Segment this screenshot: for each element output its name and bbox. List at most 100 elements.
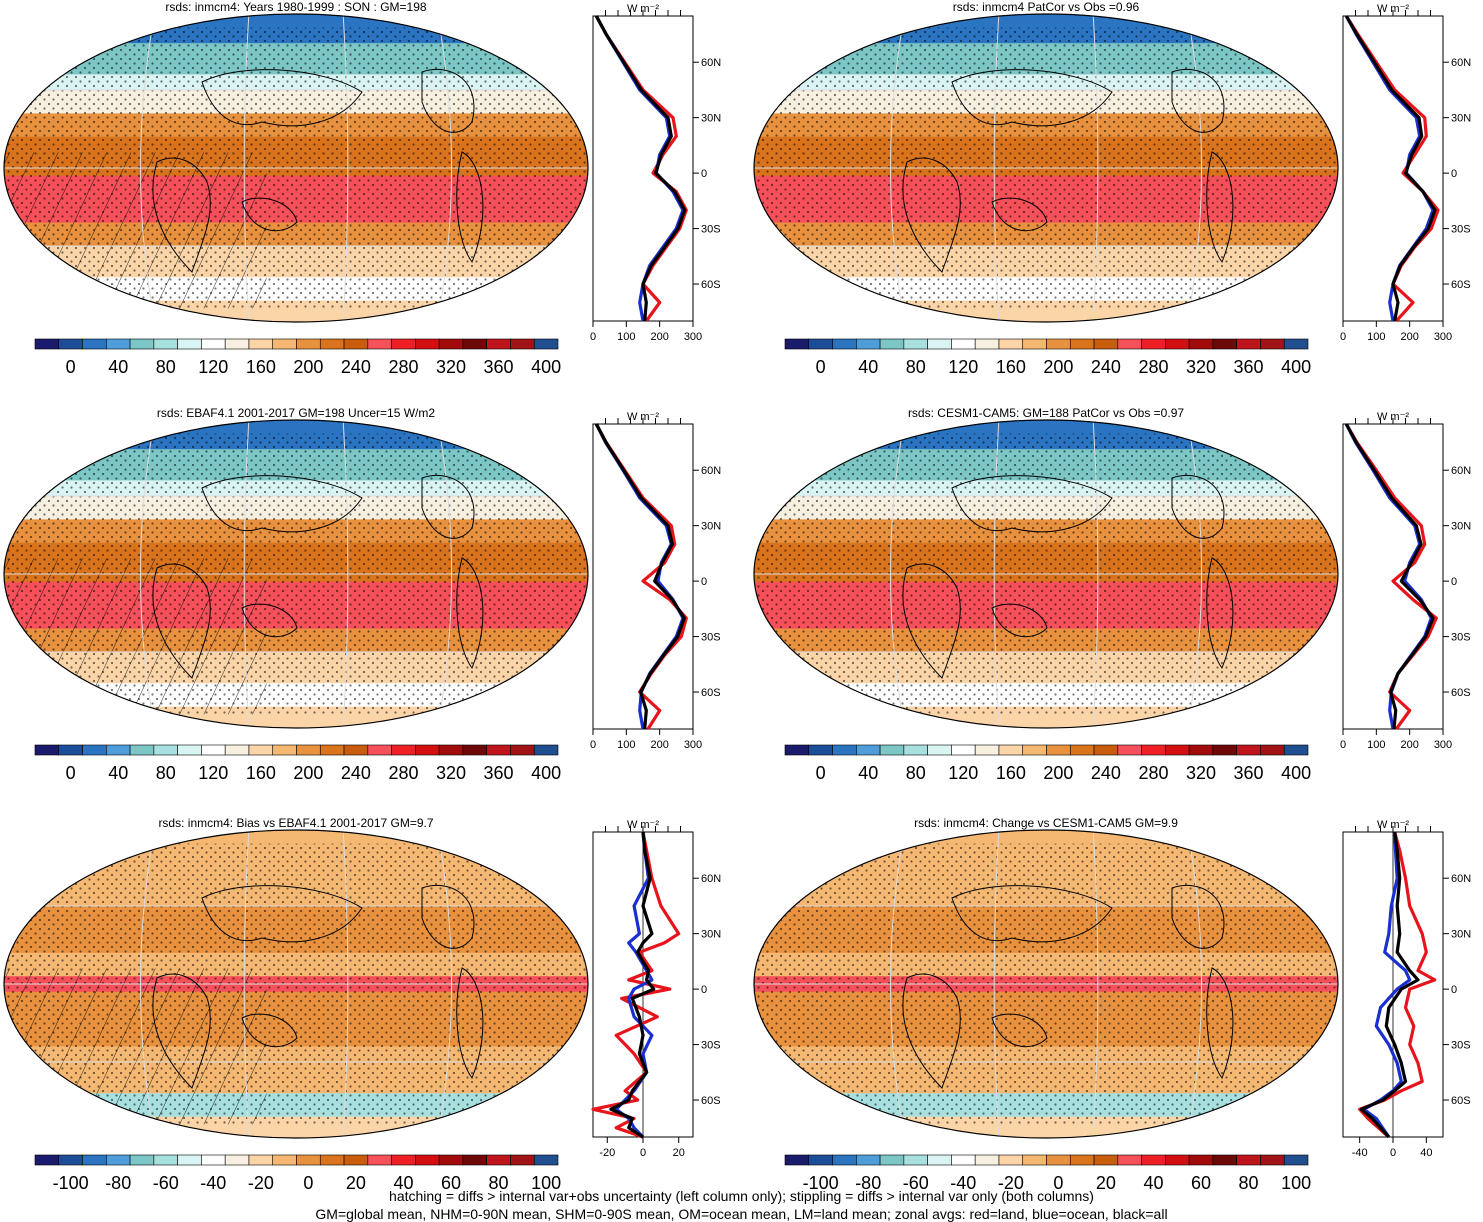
- colorbar-swatch: [1093, 338, 1119, 350]
- profile-line-all: [1359, 831, 1420, 1139]
- colorbar-tick-label: 240: [341, 763, 371, 783]
- colorbar-swatch: [1236, 744, 1261, 756]
- colorbar-swatch: [486, 1154, 511, 1166]
- colorbar-swatch: [296, 744, 321, 756]
- profile-x-label: 300: [684, 331, 702, 343]
- colorbar-swatch: [106, 1154, 131, 1166]
- map-band: [4, 714, 588, 724]
- profile-lat-label: 60N: [701, 873, 721, 885]
- colorbar-swatch: [784, 338, 810, 350]
- map-title: rsds: EBAF4.1 2001-2017 GM=198 Uncer=15 …: [156, 406, 436, 420]
- colorbar-swatch: [272, 1154, 297, 1166]
- colorbar-swatch: [510, 744, 535, 756]
- colorbar-swatch: [974, 744, 1000, 756]
- colorbar-tick-label: 200: [293, 763, 323, 783]
- colorbar-swatch: [1022, 338, 1047, 350]
- colorbar-swatch: [438, 338, 464, 350]
- colorbar-tick-label: 400: [1281, 357, 1311, 377]
- colorbar-swatch: [438, 744, 464, 756]
- colorbar-swatch: [391, 338, 416, 350]
- footer-note-1: hatching = diffs > internal var+obs unce…: [389, 1188, 1094, 1204]
- colorbar-swatch: [1046, 744, 1071, 756]
- map-band: [754, 316, 1338, 322]
- colorbar-tick-label: 40: [858, 357, 878, 377]
- colorbar-swatch: [856, 338, 881, 350]
- colorbar-swatch: [1188, 744, 1214, 756]
- map-band: [4, 835, 588, 845]
- map-band: [754, 308, 1338, 318]
- colorbar-tick-label: -100: [803, 1173, 839, 1193]
- colorbar-swatch: [343, 744, 369, 756]
- colorbar-swatch: [58, 744, 83, 756]
- colorbar-tick-label: 0: [816, 763, 826, 783]
- colorbar-tick-label: 0: [66, 763, 76, 783]
- colorbar-swatch: [1046, 338, 1071, 350]
- map-band: [4, 19, 588, 29]
- profile-lat-label: 60N: [1451, 873, 1471, 885]
- colorbar-swatch: [58, 338, 83, 350]
- colorbar-swatch: [153, 1154, 178, 1166]
- colorbar-swatch: [106, 338, 131, 350]
- profile-lat-label: 60N: [701, 465, 721, 477]
- colorbar-swatch: [153, 744, 178, 756]
- colorbar-swatch: [201, 744, 226, 756]
- colorbar: -100 -80 -60 -40 -20 0 20 40 60 80 100: [784, 1154, 1311, 1193]
- colorbar-tick-label: 40: [393, 1173, 413, 1193]
- colorbar-swatch: [34, 744, 60, 756]
- colorbar-tick-label: -20: [998, 1173, 1024, 1193]
- colorbar-tick-label: 400: [531, 763, 561, 783]
- colorbar-swatch: [391, 1154, 416, 1166]
- profile-lat-label: 0: [701, 168, 707, 180]
- colorbar-swatch: [486, 338, 511, 350]
- colorbar-swatch: [367, 1154, 392, 1166]
- profile-line-all: [594, 423, 686, 730]
- colorbar-swatch: [1046, 1154, 1071, 1166]
- colorbar-tick-label: 160: [246, 357, 276, 377]
- colorbar-tick-label: 20: [346, 1173, 366, 1193]
- colorbar-swatch: [415, 338, 440, 350]
- colorbar-swatch: [1141, 1154, 1166, 1166]
- colorbar-swatch: [832, 1154, 857, 1166]
- map-band: [754, 830, 1338, 837]
- colorbar-swatch: [974, 1154, 1000, 1166]
- colorbar-tick-label: 320: [1186, 763, 1216, 783]
- profile-unit: W m⁻²: [1377, 411, 1409, 423]
- profile-x-label: 0: [590, 739, 596, 751]
- colorbar-swatch: [533, 338, 559, 350]
- colorbar-swatch: [927, 1154, 952, 1166]
- profile-x-label: 200: [650, 739, 668, 751]
- colorbar-swatch: [1141, 338, 1166, 350]
- colorbar-tick-label: 240: [1091, 357, 1121, 377]
- colorbar-tick-label: -60: [153, 1173, 179, 1193]
- profile-lat-label: 0: [1451, 168, 1457, 180]
- colorbar-swatch: [856, 744, 881, 756]
- colorbar-swatch: [224, 744, 250, 756]
- colorbar-swatch: [224, 338, 250, 350]
- profile-x-label: 0: [1390, 1147, 1396, 1159]
- profile-lat-label: 60S: [701, 1095, 721, 1107]
- colorbar-swatch: [879, 1154, 905, 1166]
- colorbar-swatch: [856, 1154, 881, 1166]
- profile-line-all: [609, 831, 656, 1139]
- map-title: rsds: inmcm4 PatCor vs Obs =0.96: [952, 0, 1140, 14]
- colorbar-swatch: [808, 1154, 833, 1166]
- colorbar-swatch: [224, 1154, 250, 1166]
- colorbar-tick-label: -20: [248, 1173, 274, 1193]
- profile-x-label: 300: [1434, 331, 1452, 343]
- colorbar-tick-label: 0: [816, 357, 826, 377]
- map-band: [754, 835, 1338, 845]
- colorbar-swatch: [1093, 744, 1119, 756]
- colorbar-tick-label: 100: [531, 1173, 561, 1193]
- colorbar-swatch: [1069, 338, 1095, 350]
- colorbar-tick-label: 400: [1281, 763, 1311, 783]
- colorbar-swatch: [879, 744, 905, 756]
- colorbar-swatch: [319, 744, 345, 756]
- colorbar-swatch: [927, 744, 952, 756]
- colorbar-tick-label: 360: [1234, 763, 1264, 783]
- colorbar-swatch: [903, 744, 928, 756]
- colorbar-swatch: [927, 338, 952, 350]
- colorbar-swatch: [1260, 338, 1285, 350]
- profile-lat-label: 60S: [1451, 687, 1471, 699]
- colorbar-swatch: [296, 338, 321, 350]
- profile-lat-label: 60N: [701, 57, 721, 69]
